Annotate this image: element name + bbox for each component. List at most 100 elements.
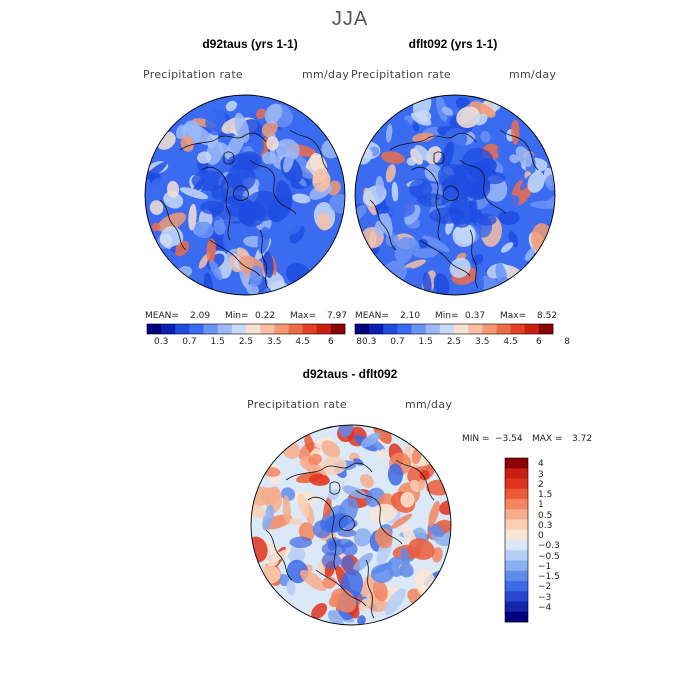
colorbar-tick-label: 3.5 bbox=[267, 337, 282, 347]
colorbar-swatch bbox=[505, 458, 528, 469]
colorbar-swatch bbox=[161, 324, 176, 334]
max-label: MAX = bbox=[532, 434, 563, 444]
colorbar-tick-label: 0.7 bbox=[182, 337, 197, 347]
colorbar-swatch bbox=[505, 611, 528, 623]
mean-value: 2.09 bbox=[190, 311, 211, 321]
diff-colorbar-labels: 4 3 2 1.5 1 0.5 0.3 0 −0.3 −0.5 −1 −1.5 −2 −3 −4 bbox=[538, 458, 578, 622]
colorbar-swatch bbox=[260, 324, 275, 334]
colorbar-swatch bbox=[505, 591, 528, 602]
panel-1-polar-map bbox=[144, 94, 346, 296]
colorbar-swatch bbox=[383, 324, 398, 334]
panel-2-title: dflt092 (yrs 1-1) bbox=[408, 37, 498, 51]
colorbar-swatch bbox=[217, 324, 233, 334]
colorbar-swatch bbox=[203, 324, 219, 334]
colorbar-swatch bbox=[538, 324, 554, 334]
colorbar-swatch bbox=[274, 324, 289, 334]
min-label: Min= bbox=[435, 311, 459, 321]
colorbar-level-label: −4 bbox=[538, 602, 552, 613]
panel-2-colorbar-ticks: 0.3 0.7 1.5 2.5 3.5 4.5 6 8 bbox=[355, 337, 570, 349]
panel-1-colorbar-ticks: 0.3 0.7 1.5 2.5 3.5 4.5 6 8 bbox=[147, 337, 362, 349]
colorbar-swatch bbox=[505, 499, 528, 510]
colorbar-swatch bbox=[505, 488, 528, 500]
season-title: JJA bbox=[331, 8, 369, 30]
colorbar-level-label: −1 bbox=[538, 561, 552, 572]
colorbar-swatch bbox=[355, 324, 370, 334]
colorbar-swatch bbox=[505, 550, 528, 561]
diff-colorbar bbox=[504, 457, 529, 623]
colorbar-swatch bbox=[505, 540, 528, 551]
colorbar-tick-label: 1.5 bbox=[210, 337, 225, 347]
min-label: Min= bbox=[225, 311, 249, 321]
colorbar-swatch bbox=[439, 324, 455, 334]
colorbar-swatch bbox=[510, 324, 526, 334]
colorbar-tick-label: 0.3 bbox=[361, 337, 377, 347]
colorbar-tick-label: 8 bbox=[564, 337, 571, 347]
colorbar-swatch bbox=[468, 324, 483, 334]
panel-1-units: mm/day bbox=[302, 68, 350, 81]
panel-2-stats: MEAN= 2.10 Min= 0.37 Max= 8.52 bbox=[355, 311, 560, 323]
colorbar-swatch bbox=[505, 601, 528, 613]
diff-panel-title: d92taus - dflt092 bbox=[302, 367, 398, 381]
panel-2-polar-map bbox=[354, 94, 556, 296]
colorbar-level-label: −2 bbox=[538, 582, 552, 593]
mean-value: 2.10 bbox=[400, 311, 421, 321]
colorbar-level-label: −1.5 bbox=[538, 572, 560, 582]
colorbar-tick-label: 1.5 bbox=[418, 337, 433, 347]
colorbar-swatch bbox=[505, 519, 528, 531]
min-value: 0.37 bbox=[465, 311, 486, 321]
colorbar-swatch bbox=[302, 324, 318, 334]
panel-1-colorbar bbox=[146, 323, 346, 335]
mean-label: MEAN= bbox=[355, 311, 389, 321]
panel-1-field: Precipitation rate bbox=[143, 68, 243, 81]
colorbar-tick-label: 0.7 bbox=[390, 337, 405, 347]
colorbar-level-label: 1.5 bbox=[538, 490, 553, 500]
colorbar-swatch bbox=[505, 468, 528, 479]
colorbar-level-label: 2 bbox=[538, 479, 544, 490]
panel-1-stats: MEAN= 2.09 Min= 0.22 Max= 7.97 bbox=[145, 311, 350, 323]
colorbar-tick-label: 4.5 bbox=[503, 337, 518, 347]
colorbar-tick-label: 2.5 bbox=[238, 337, 254, 347]
colorbar-level-label: −0.5 bbox=[538, 551, 560, 562]
colorbar-swatch bbox=[505, 509, 528, 520]
min-value: −3.54 bbox=[495, 434, 523, 444]
colorbar-swatch bbox=[316, 324, 332, 334]
colorbar-swatch bbox=[505, 560, 528, 572]
colorbar-level-label: −0.3 bbox=[538, 541, 560, 552]
colorbar-tick-label: 6 bbox=[535, 337, 542, 347]
colorbar-tick-label: 2.5 bbox=[446, 337, 462, 347]
panel-1-title: d92taus (yrs 1-1) bbox=[202, 37, 298, 51]
panel-2-units: mm/day bbox=[509, 68, 557, 81]
colorbar-level-label: 4 bbox=[538, 459, 544, 470]
colorbar-swatch bbox=[231, 324, 247, 334]
colorbar-swatch bbox=[397, 324, 412, 334]
colorbar-tick-label: 6 bbox=[327, 337, 334, 347]
colorbar-swatch bbox=[288, 324, 303, 334]
colorbar-tick-label: 3.5 bbox=[475, 337, 490, 347]
colorbar-swatch bbox=[246, 324, 261, 334]
max-value: 3.72 bbox=[572, 434, 593, 444]
colorbar-swatch bbox=[175, 324, 190, 334]
colorbar-level-label: −3 bbox=[538, 592, 552, 603]
colorbar-swatch bbox=[482, 324, 497, 334]
colorbar-tick-label: 8 bbox=[356, 337, 363, 347]
colorbar-swatch bbox=[505, 581, 528, 592]
colorbar-tick-label: 4.5 bbox=[295, 337, 310, 347]
colorbar-swatch bbox=[369, 324, 384, 334]
diff-panel-units: mm/day bbox=[405, 398, 453, 411]
diff-stats: MIN = −3.54 MAX = 3.72 bbox=[462, 434, 602, 446]
colorbar-swatch bbox=[505, 478, 528, 490]
colorbar-swatch bbox=[425, 324, 441, 334]
colorbar-level-label: 0.3 bbox=[538, 520, 553, 531]
colorbar-level-label: 3 bbox=[538, 469, 544, 480]
colorbar-swatch bbox=[147, 324, 162, 334]
colorbar-swatch bbox=[524, 324, 540, 334]
panel-2-field: Precipitation rate bbox=[351, 68, 451, 81]
max-label: Max= bbox=[500, 311, 527, 321]
colorbar-swatch bbox=[189, 324, 204, 334]
colorbar-swatch bbox=[505, 570, 528, 582]
diff-panel-field: Precipitation rate bbox=[247, 398, 347, 411]
colorbar-swatch bbox=[411, 324, 427, 334]
colorbar-level-label: 0 bbox=[538, 531, 544, 541]
colorbar-swatch bbox=[505, 529, 528, 541]
panel-2-colorbar bbox=[354, 323, 554, 335]
